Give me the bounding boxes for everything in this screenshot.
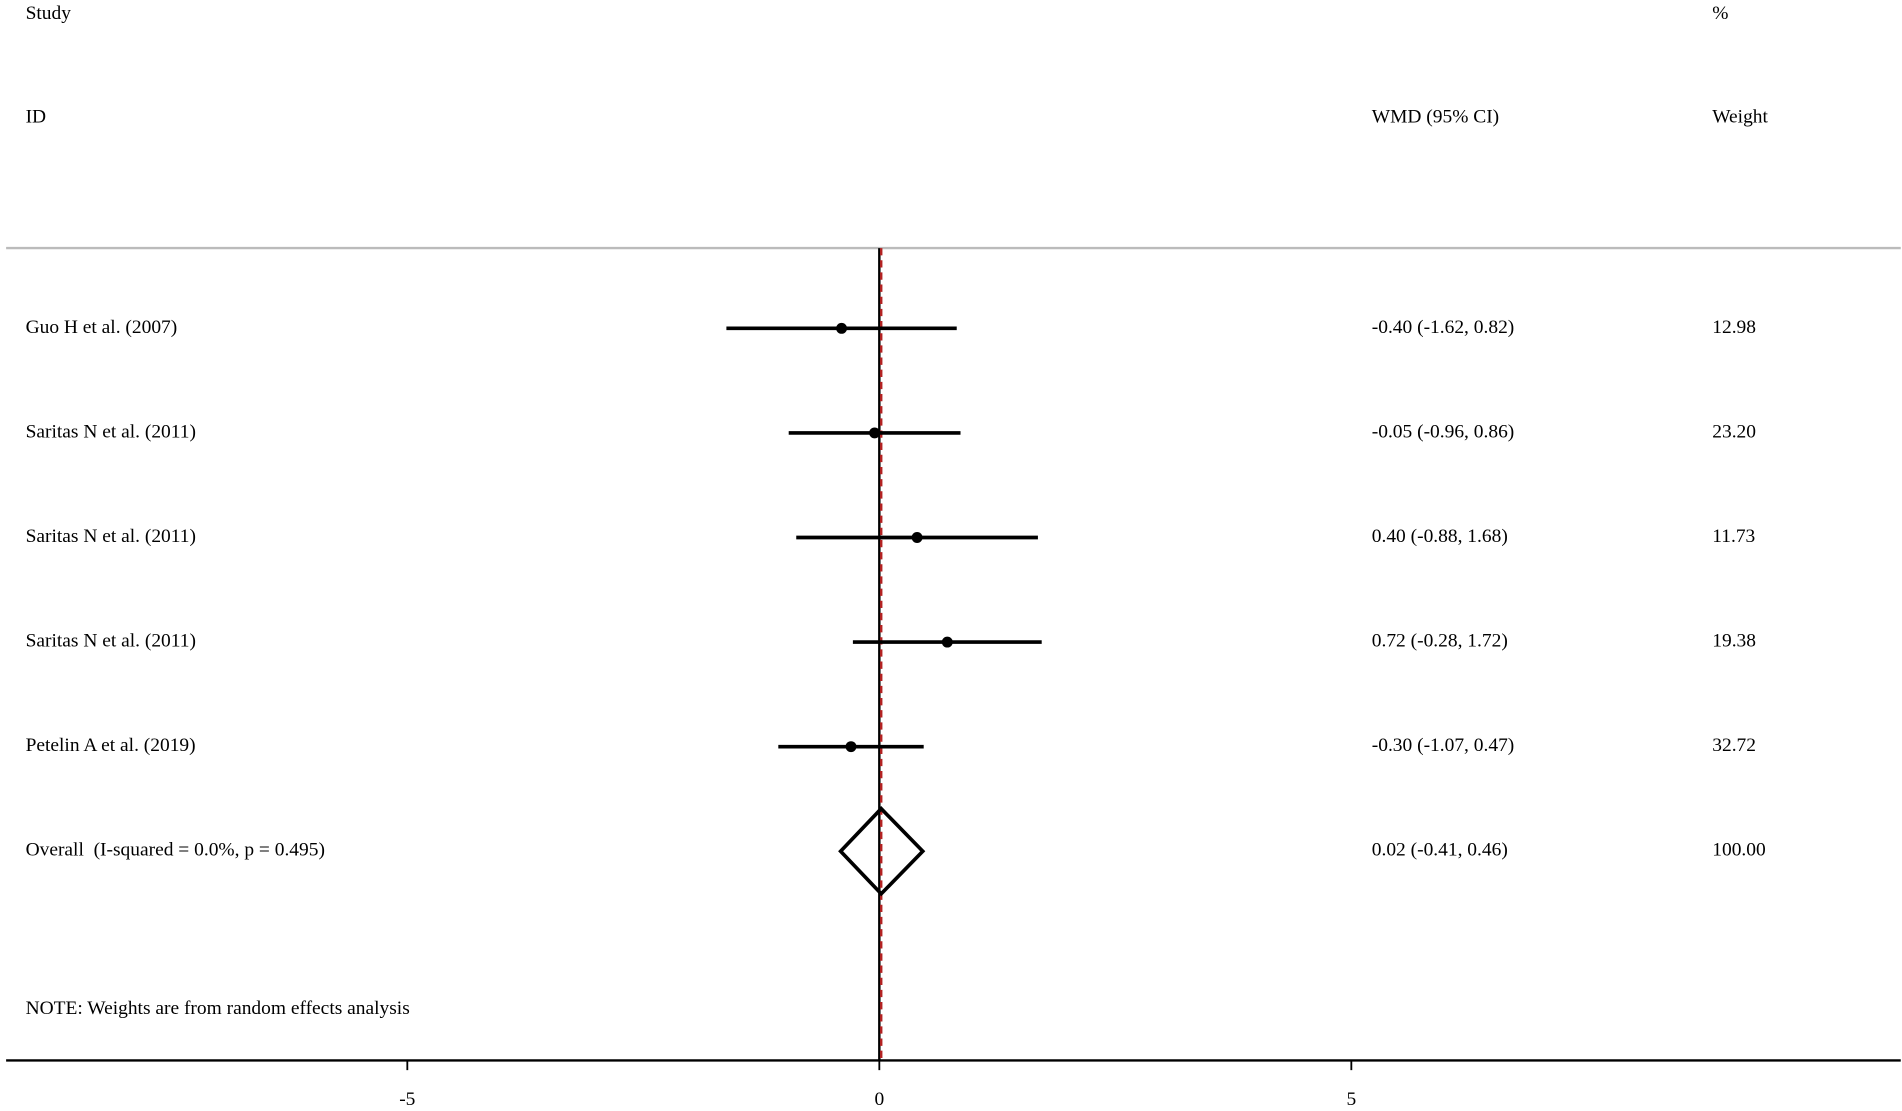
x-tick-label: 5: [1346, 1089, 1356, 1110]
header-pct: %: [1712, 3, 1728, 24]
overall-ci-label: 0.02 (-0.41, 0.46): [1372, 840, 1508, 861]
point-estimate: [911, 532, 923, 543]
overall-diamond: [838, 806, 926, 897]
ci-label: -0.30 (-1.07, 0.47): [1372, 735, 1515, 756]
overall-weight-label: 100.00: [1712, 840, 1765, 861]
weight-label: 11.73: [1712, 526, 1755, 547]
note: NOTE: Weights are from random effects an…: [26, 998, 410, 1019]
point-estimate: [869, 427, 881, 439]
ci-label: 0.72 (-0.28, 1.72): [1372, 631, 1508, 652]
point-estimate: [845, 741, 857, 753]
study-label: Saritas N et al. (2011): [26, 526, 196, 547]
weight-label: 12.98: [1712, 317, 1756, 338]
ci-label: -0.40 (-1.62, 0.82): [1372, 317, 1515, 338]
study-label: Petelin A et al. (2019): [26, 735, 196, 756]
point-estimate: [836, 322, 848, 334]
header-weight: Weight: [1712, 106, 1768, 127]
header-id: ID: [26, 106, 47, 127]
ci-label: 0.40 (-0.88, 1.68): [1372, 526, 1508, 547]
x-tick-label: -5: [399, 1089, 415, 1110]
overall-label: Overall (I-squared = 0.0%, p = 0.495): [26, 840, 325, 861]
ci-label: -0.05 (-0.96, 0.86): [1372, 421, 1515, 442]
weight-label: 19.38: [1712, 631, 1756, 652]
header-study: Study: [26, 3, 72, 24]
weight-label: 32.72: [1712, 735, 1756, 756]
study-label: Saritas N et al. (2011): [26, 631, 196, 652]
study-label: Guo H et al. (2007): [26, 317, 178, 338]
weight-label: 23.20: [1712, 421, 1756, 442]
point-estimate: [941, 636, 953, 648]
x-tick-label: 0: [874, 1089, 884, 1110]
header-ci: WMD (95% CI): [1372, 106, 1499, 127]
study-label: Saritas N et al. (2011): [26, 421, 196, 442]
